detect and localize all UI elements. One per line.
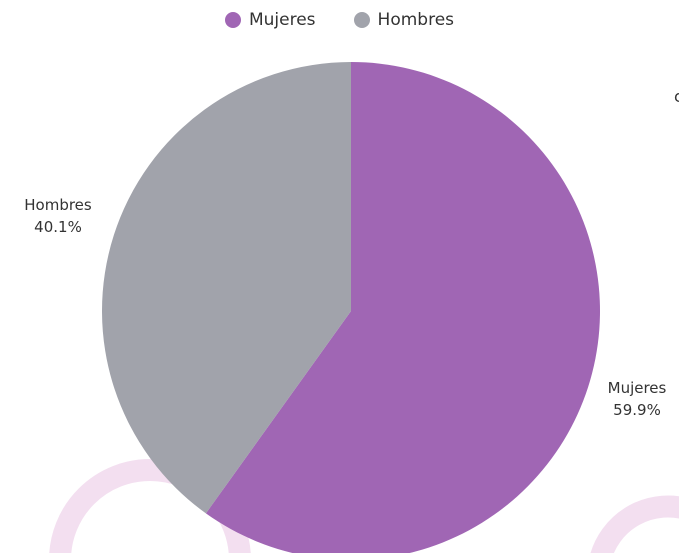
legend-item-mujeres[interactable]: Mujeres <box>224 10 316 30</box>
pie-slice-mujeres[interactable] <box>205 62 600 553</box>
legend-label-mujeres: Mujeres <box>248 10 316 30</box>
legend-label-hombres: Hombres <box>377 10 455 30</box>
watermark-arc-right <box>590 495 679 553</box>
chart-legend: Mujeres Hombres <box>0 10 679 30</box>
legend-item-hombres[interactable]: Hombres <box>353 10 455 30</box>
pie-slice-hombres[interactable] <box>102 62 351 514</box>
slice-label-value-hombres: 40.1% <box>34 218 82 236</box>
slice-label-name-hombres: Hombres <box>24 196 92 214</box>
slice-label-name-mujeres: Mujeres <box>608 379 667 397</box>
cropped-edge-text: c <box>674 87 679 106</box>
legend-swatch-mujeres <box>224 12 241 28</box>
slice-label-value-mujeres: 59.9% <box>613 401 661 419</box>
legend-swatch-hombres <box>353 12 370 28</box>
